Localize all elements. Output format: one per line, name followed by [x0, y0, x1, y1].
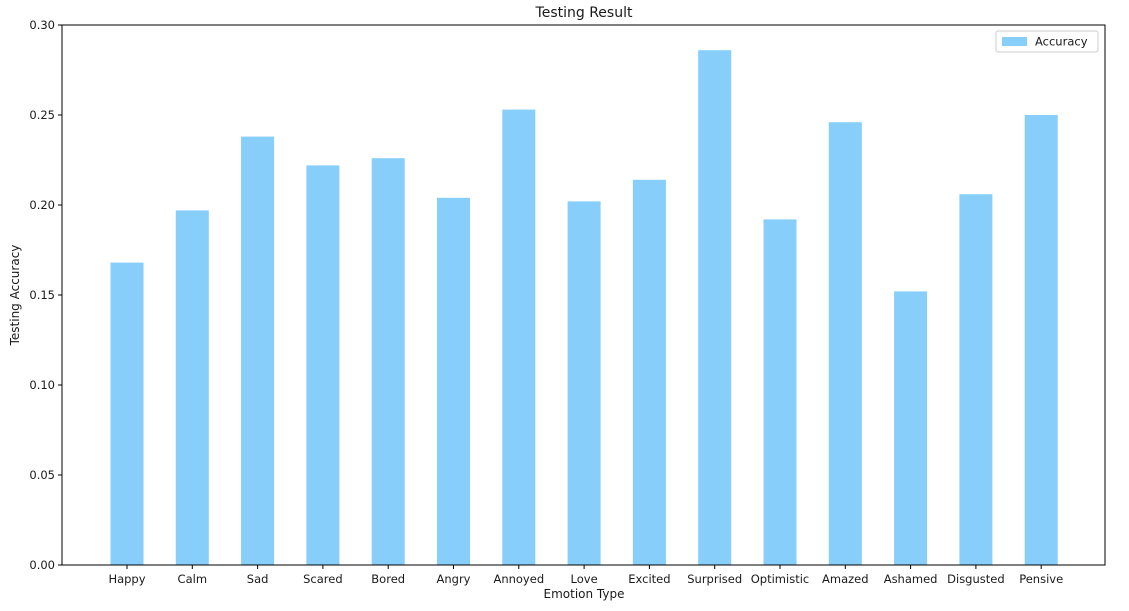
- x-tick-label-angry: Angry: [437, 572, 471, 586]
- y-tick-label: 0.00: [29, 558, 55, 572]
- y-tick-label: 0.25: [29, 108, 55, 122]
- x-tick-label-scared: Scared: [303, 572, 343, 586]
- x-tick-label-pensive: Pensive: [1019, 572, 1063, 586]
- x-tick-label-surprised: Surprised: [687, 572, 742, 586]
- x-tick-label-happy: Happy: [108, 572, 145, 586]
- bar-love: [567, 201, 601, 565]
- x-tick-label-calm: Calm: [178, 572, 207, 586]
- x-tick-label-amazed: Amazed: [822, 572, 869, 586]
- bar-bored: [371, 158, 405, 565]
- bars-group: [110, 50, 1058, 566]
- plot-area-frame: [61, 24, 1106, 566]
- chart-title: Testing Result: [535, 5, 633, 21]
- legend-label-accuracy: Accuracy: [1035, 35, 1088, 49]
- bar-excited: [632, 179, 666, 566]
- y-tick-label: 0.20: [29, 198, 55, 212]
- y-tick-label: 0.10: [29, 378, 55, 392]
- y-axis: 0.00 0.05 0.10 0.15 0.20 0.25 0.30: [29, 18, 62, 572]
- x-tick-label-annoyed: Annoyed: [493, 572, 544, 586]
- legend-swatch-accuracy: [1002, 37, 1027, 46]
- x-tick-label-bored: Bored: [371, 572, 405, 586]
- y-axis-label: Testing Accuracy: [8, 245, 22, 347]
- bar-calm: [175, 210, 209, 565]
- bar-surprised: [698, 50, 732, 565]
- x-axis: Happy Calm Sad Scared Bored Angry Annoyed Love E…: [108, 565, 1063, 586]
- y-tick-label: 0.30: [29, 18, 55, 32]
- x-tick-label-excited: Excited: [628, 572, 670, 586]
- y-tick-label: 0.15: [29, 288, 55, 302]
- bar-disgusted: [959, 194, 993, 565]
- x-tick-label-sad: Sad: [247, 572, 269, 586]
- x-tick-label-optimistic: Optimistic: [751, 572, 809, 586]
- x-tick-label-disgusted: Disgusted: [947, 572, 1005, 586]
- bar-annoyed: [502, 109, 536, 565]
- bar-amazed: [828, 122, 862, 565]
- bar-ashamed: [894, 291, 928, 565]
- bar-sad: [241, 136, 275, 565]
- x-axis-label: Emotion Type: [544, 587, 625, 601]
- bar-scared: [306, 165, 340, 565]
- bar-happy: [110, 262, 144, 565]
- bar-pensive: [1024, 115, 1058, 565]
- bar-angry: [437, 197, 470, 566]
- y-tick-label: 0.05: [29, 468, 55, 482]
- x-tick-label-love: Love: [571, 572, 598, 586]
- x-tick-label-ashamed: Ashamed: [884, 572, 938, 586]
- legend-box: [995, 30, 1099, 53]
- bar-optimistic: [763, 219, 797, 565]
- legend: Accuracy: [995, 30, 1099, 53]
